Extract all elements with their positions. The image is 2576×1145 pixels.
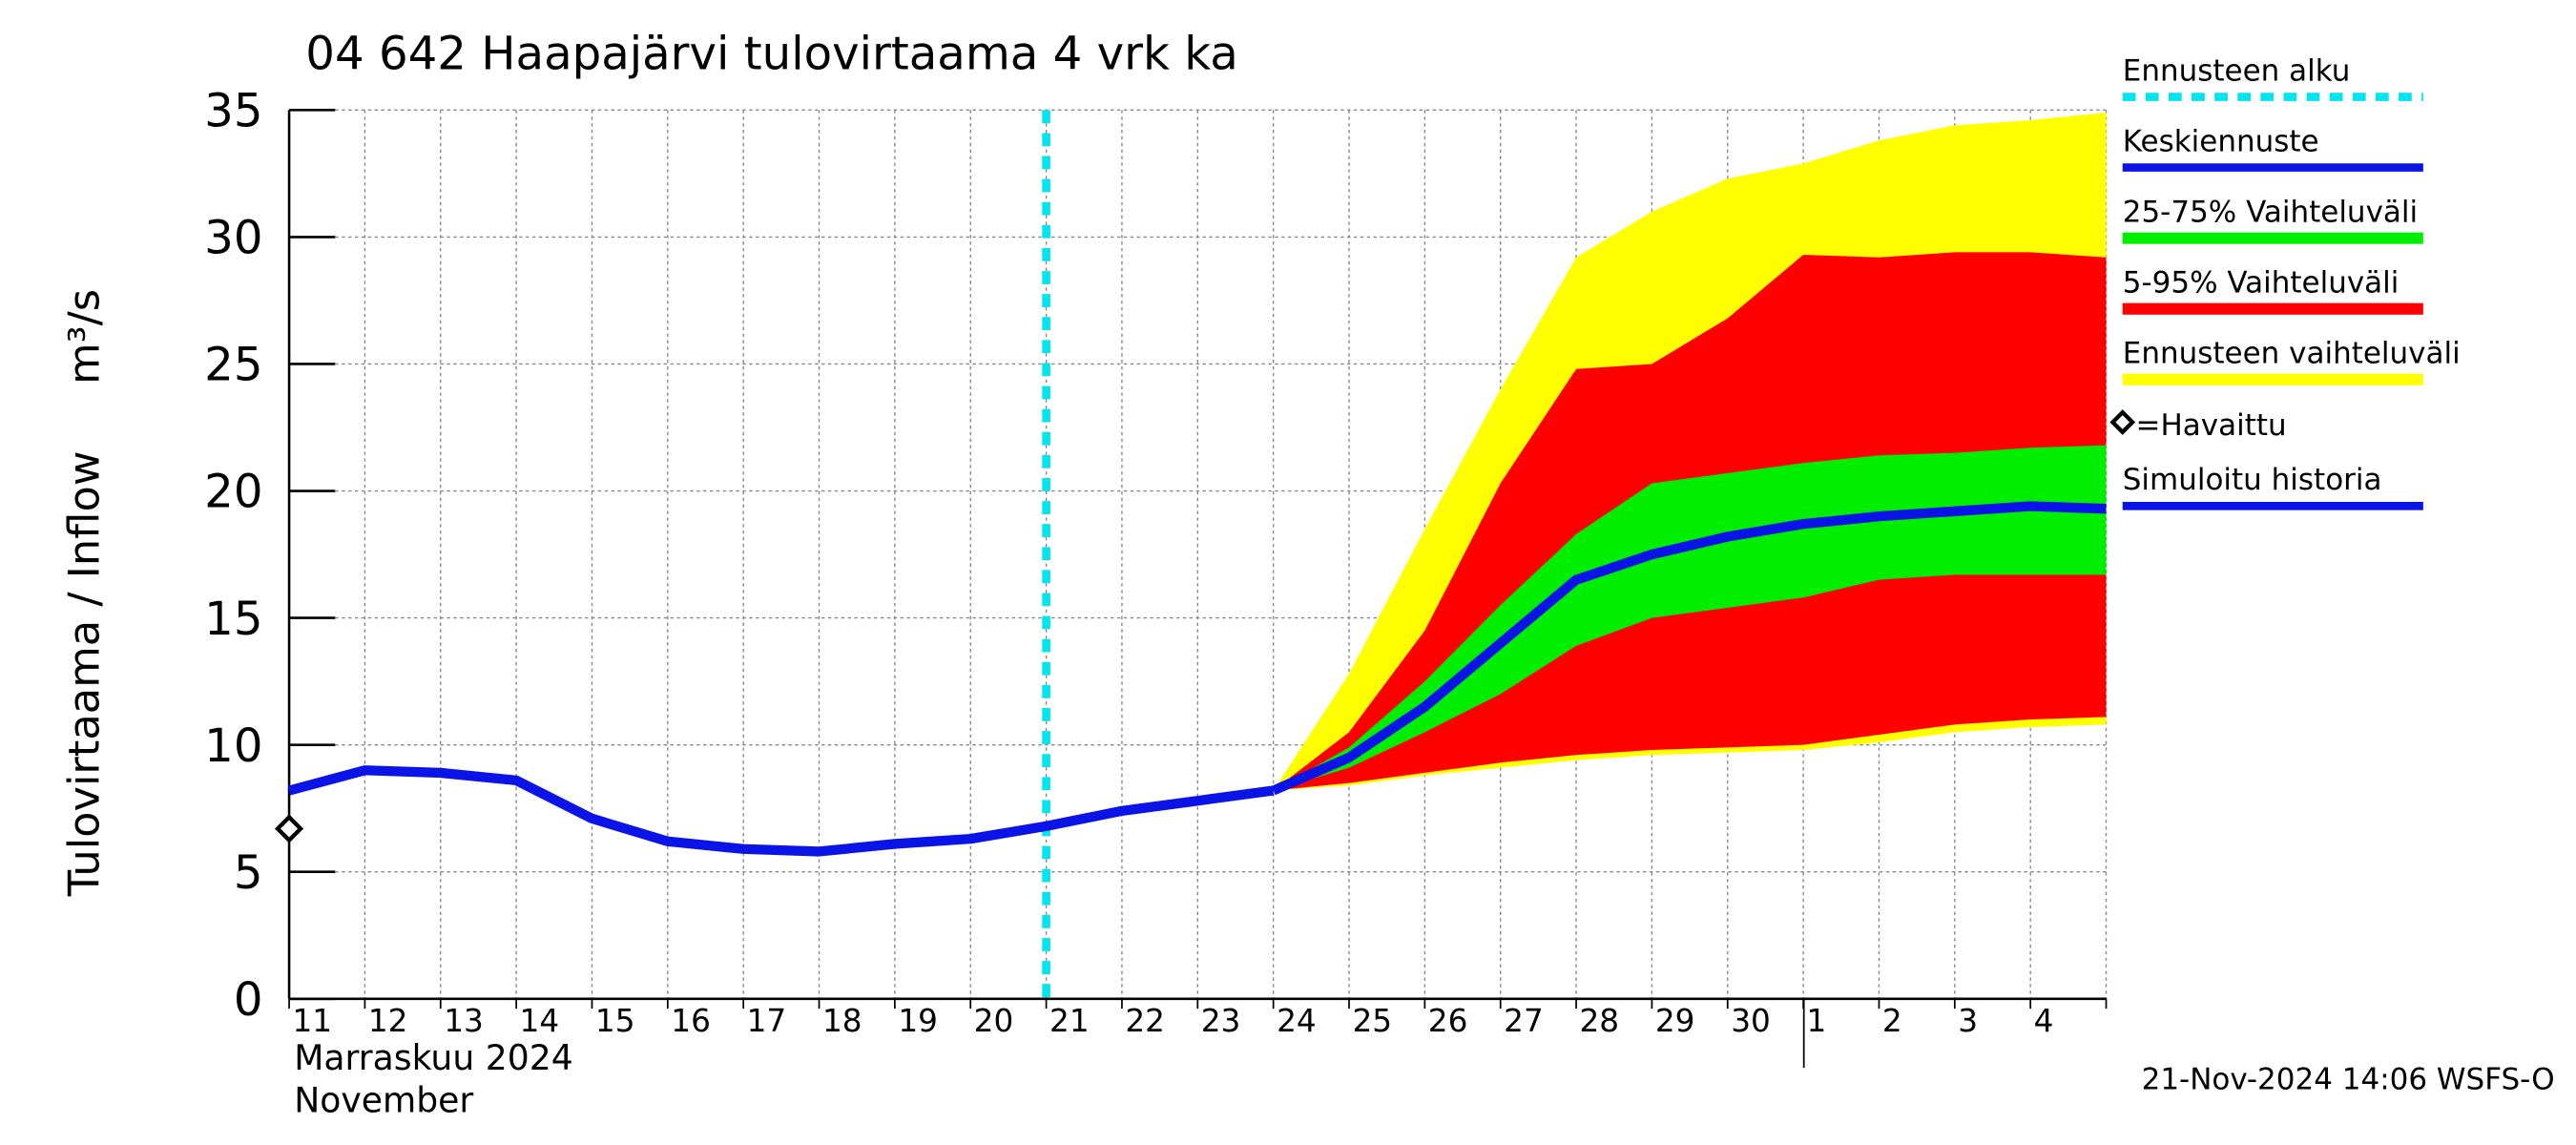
x-tick-label: 26 <box>1428 1003 1468 1039</box>
x-tick-label: 15 <box>595 1003 635 1039</box>
x-tick-label: 19 <box>898 1003 938 1039</box>
legend-label: =Havaittu <box>2136 408 2287 443</box>
x-tick-label: 1 <box>1807 1003 1827 1039</box>
x-tick-label: 14 <box>520 1003 560 1039</box>
x-tick-label: 12 <box>368 1003 408 1039</box>
x-tick-label: 27 <box>1504 1003 1544 1039</box>
y-tick-label: 0 <box>234 973 263 1027</box>
y-axis-unit: m³/s <box>58 289 109 385</box>
x-tick-label: 4 <box>2034 1003 2054 1039</box>
x-tick-label: 24 <box>1277 1003 1317 1039</box>
x-tick-label: 18 <box>822 1003 862 1039</box>
x-tick-label: 16 <box>671 1003 711 1039</box>
legend-label: Simuloitu historia <box>2123 463 2382 497</box>
legend-item: Simuloitu historia <box>2122 463 2423 510</box>
x-tick-label: 29 <box>1655 1003 1695 1039</box>
x-tick-label: 30 <box>1731 1003 1771 1039</box>
x-tick-label: 22 <box>1125 1003 1165 1039</box>
legend-label: 25-75% Vaihteluväli <box>2123 195 2418 229</box>
footer: 21-Nov-2024 14:06 WSFS-O <box>2142 1062 2555 1096</box>
line <box>287 765 1275 857</box>
x-tick-label: 20 <box>974 1003 1014 1039</box>
y-tick-label: 30 <box>204 212 262 265</box>
legend-item: 5-95% Vaihteluväli <box>2122 265 2423 315</box>
x-tick-label: 23 <box>1201 1003 1241 1039</box>
x-tick-label: 11 <box>293 1003 333 1039</box>
x-tick-label: 25 <box>1352 1003 1392 1039</box>
x-tick-label: 3 <box>1958 1003 1978 1039</box>
y-tick-label: 10 <box>204 719 262 773</box>
y-axis-label: Tulovirtaama / Inflow <box>58 451 109 898</box>
y-tick-label: 15 <box>204 593 262 646</box>
legend-item: =Havaittu <box>2109 408 2287 443</box>
line <box>1271 501 2107 796</box>
legend-label: Keskiennuste <box>2123 124 2319 158</box>
y-tick-label: 20 <box>204 466 262 519</box>
x-tick-label: 21 <box>1049 1003 1090 1039</box>
observed-marker <box>274 814 304 843</box>
legend-label: 5-95% Vaihteluväli <box>2123 265 2399 300</box>
legend-marker <box>2109 409 2136 435</box>
month-label-en: November <box>294 1080 473 1121</box>
legend-label: Ennusteen vaihteluväli <box>2123 336 2461 370</box>
legend-item: Ennusteen vaihteluväli <box>2122 336 2461 385</box>
x-tick-label: 13 <box>444 1003 484 1039</box>
x-tick-label: 2 <box>1882 1003 1902 1039</box>
band <box>1273 445 2107 791</box>
legend-label: Ennusteen alku <box>2123 53 2351 88</box>
month-label: Marraskuu 2024 <box>294 1037 573 1078</box>
y-tick-label: 35 <box>204 85 262 138</box>
legend-item: 25-75% Vaihteluväli <box>2122 195 2423 244</box>
x-tick-label: 17 <box>747 1003 787 1039</box>
chart-title: 04 642 Haapajärvi tulovirtaama 4 vrk ka <box>305 27 1238 80</box>
y-tick-label: 25 <box>204 339 262 392</box>
legend-item: Ennusteen alku <box>2122 53 2423 101</box>
x-tick-label: 28 <box>1580 1003 1620 1039</box>
y-tick-label: 5 <box>234 846 263 900</box>
legend-item: Keskiennuste <box>2122 124 2423 172</box>
